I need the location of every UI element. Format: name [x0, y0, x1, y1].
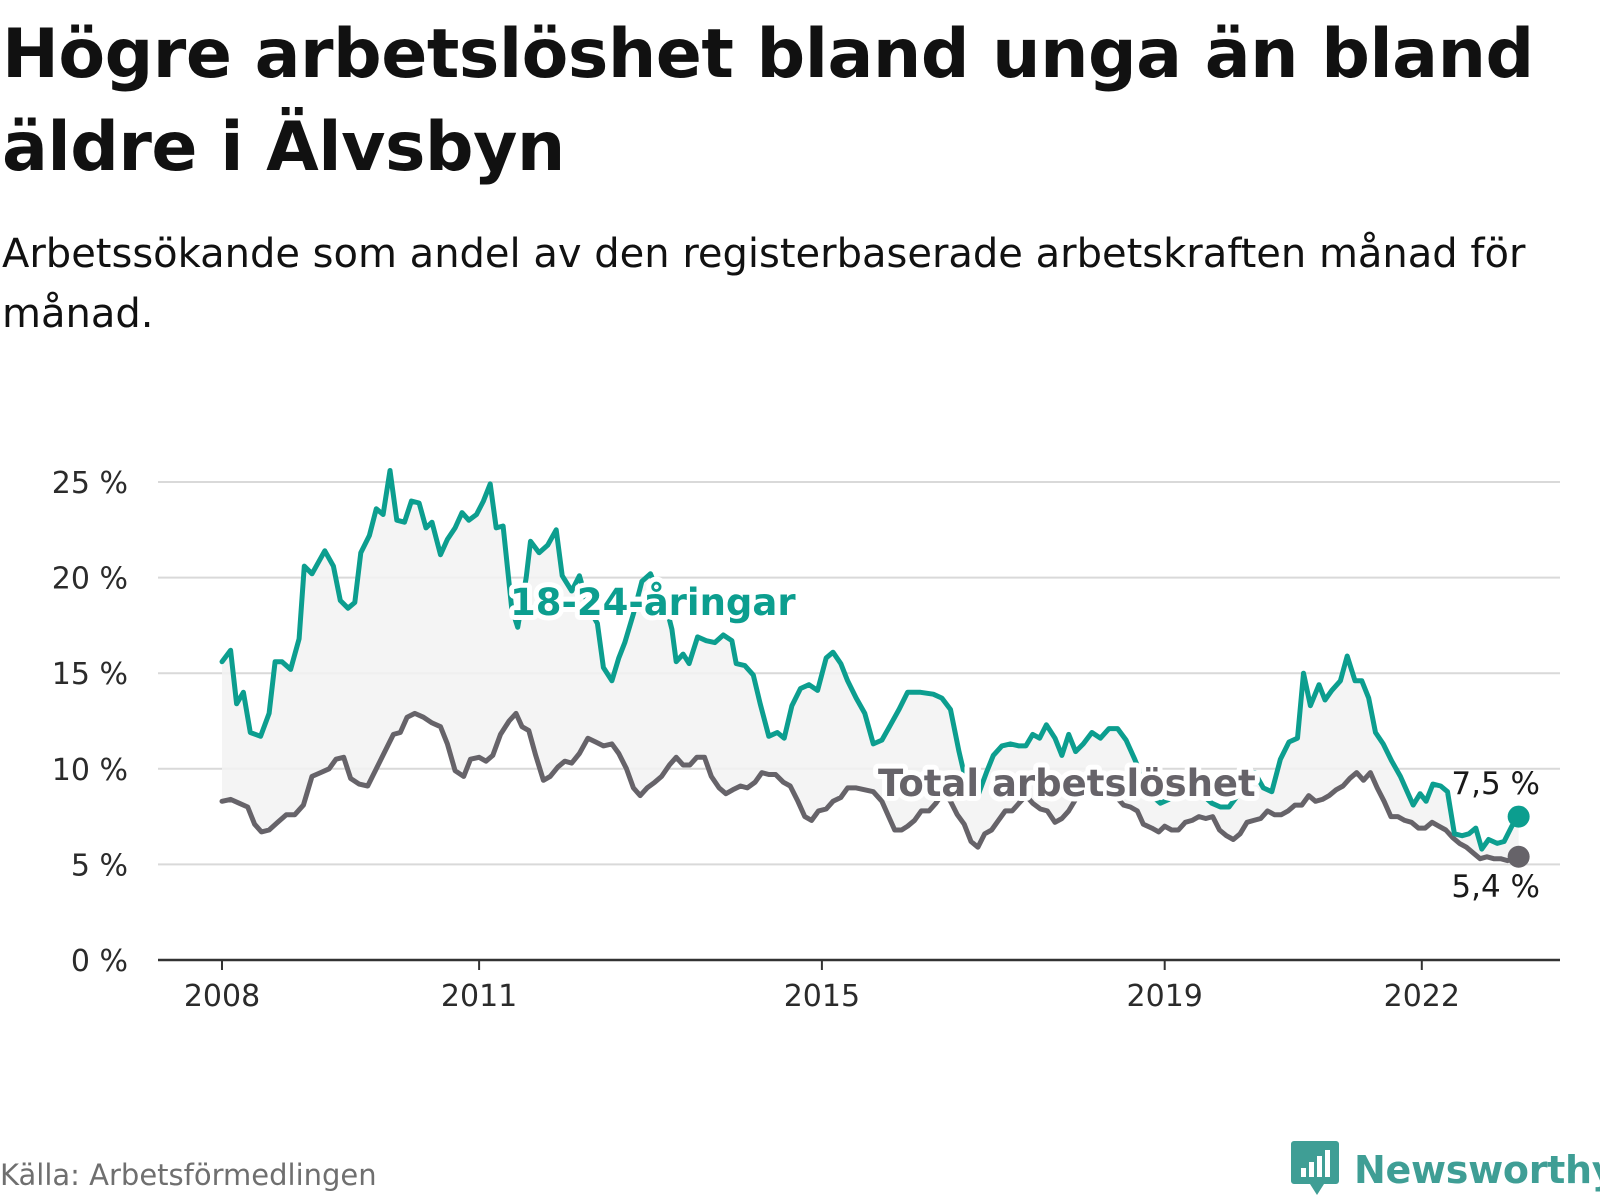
- end-marker-total: [1507, 845, 1530, 868]
- y-axis: 0 % 5 % 10 % 15 % 20 % 25 %: [52, 466, 128, 979]
- y-tick-label: 5 %: [71, 848, 128, 883]
- series-lines: [219, 468, 1530, 868]
- line-chart: 0 %5 %10 %15 %20 %25 % 2008 2011 2015 2019 2…: [52, 466, 1560, 1014]
- source-note: Källa: Arbetsförmedlingen: [0, 1158, 377, 1192]
- end-marker-youth: [1507, 805, 1530, 828]
- series-line-youth: [219, 468, 1522, 852]
- x-tick-label: 2019: [1127, 979, 1203, 1014]
- series-label-total: Total arbetslöshet: [878, 762, 1256, 805]
- series-label-total-halo: Total arbetslöshet: [878, 762, 1256, 805]
- gap-band: [222, 470, 1519, 861]
- x-tick-label: 2015: [784, 979, 860, 1014]
- y-tick-label: 20 %: [52, 562, 128, 597]
- series-line-total: [219, 710, 1522, 864]
- brand-logo[interactable]: Newsworthy: [1290, 1140, 1600, 1200]
- x-tick-label: 2011: [441, 979, 517, 1014]
- series-label-youth-halo: 18-24-åringar: [510, 581, 796, 624]
- x-tick-label: 2008: [184, 979, 260, 1014]
- y-tick-label: 10 %: [52, 753, 128, 788]
- chart-title: Högre arbetslöshet bland unga än bland ä…: [2, 15, 1534, 187]
- chart-bars-icon: [1290, 1139, 1340, 1201]
- y-tick-label: 0 %: [71, 944, 128, 979]
- chart-subtitle: Arbetssökande som andel av den registerb…: [2, 231, 1526, 337]
- gap-area: [222, 470, 1519, 861]
- series-label-youth: 18-24-åringar: [510, 581, 796, 624]
- end-label-youth: 7,5 %: [1451, 766, 1540, 802]
- y-tick-label: 25 %: [52, 466, 128, 501]
- end-label-total: 5,4 %: [1451, 869, 1540, 905]
- brand-name: Newsworthy: [1354, 1148, 1600, 1192]
- y-tick-label: 15 %: [52, 657, 128, 692]
- x-tick-label: 2022: [1384, 979, 1460, 1014]
- x-axis: 2008 2011 2015 2019 2022: [158, 958, 1560, 1014]
